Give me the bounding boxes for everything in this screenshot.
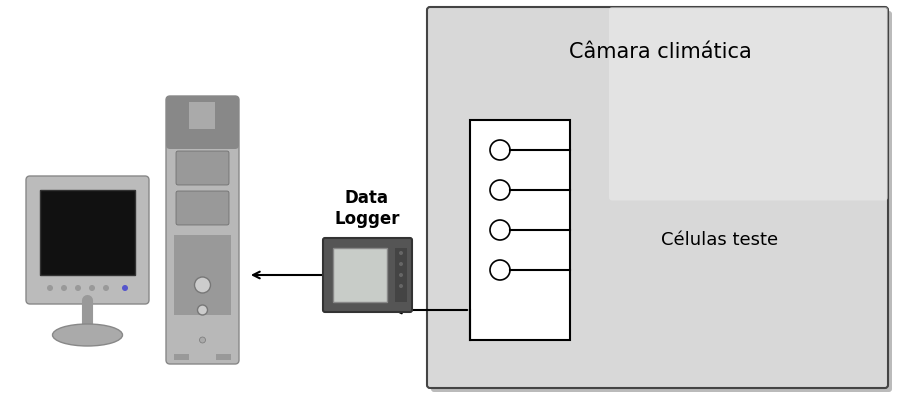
- Circle shape: [103, 285, 109, 291]
- FancyBboxPatch shape: [26, 176, 149, 304]
- Circle shape: [489, 260, 509, 280]
- Circle shape: [194, 277, 210, 293]
- Text: Data
Logger: Data Logger: [334, 189, 399, 228]
- Circle shape: [398, 262, 403, 266]
- Circle shape: [489, 140, 509, 160]
- FancyBboxPatch shape: [166, 96, 238, 364]
- Circle shape: [200, 337, 205, 343]
- FancyBboxPatch shape: [426, 7, 887, 388]
- FancyBboxPatch shape: [322, 238, 412, 312]
- Bar: [173, 354, 189, 360]
- Circle shape: [61, 285, 67, 291]
- Text: Células teste: Células teste: [661, 231, 777, 249]
- Circle shape: [122, 285, 128, 291]
- Bar: [190, 102, 215, 129]
- Ellipse shape: [52, 324, 123, 346]
- Circle shape: [75, 285, 81, 291]
- Circle shape: [489, 180, 509, 200]
- FancyBboxPatch shape: [431, 11, 891, 392]
- Circle shape: [398, 273, 403, 277]
- FancyBboxPatch shape: [176, 191, 228, 225]
- Circle shape: [489, 220, 509, 240]
- Bar: [173, 235, 231, 315]
- Circle shape: [197, 305, 208, 315]
- Circle shape: [88, 285, 95, 291]
- Bar: [332, 248, 386, 302]
- Circle shape: [398, 251, 403, 255]
- FancyBboxPatch shape: [166, 96, 238, 149]
- FancyBboxPatch shape: [609, 7, 887, 200]
- Bar: [40, 190, 135, 275]
- Bar: [216, 354, 231, 360]
- FancyBboxPatch shape: [176, 151, 228, 185]
- Circle shape: [47, 285, 53, 291]
- Bar: [395, 248, 406, 302]
- Circle shape: [398, 284, 403, 288]
- Text: Câmara climática: Câmara climática: [568, 42, 750, 62]
- Bar: [470, 120, 570, 340]
